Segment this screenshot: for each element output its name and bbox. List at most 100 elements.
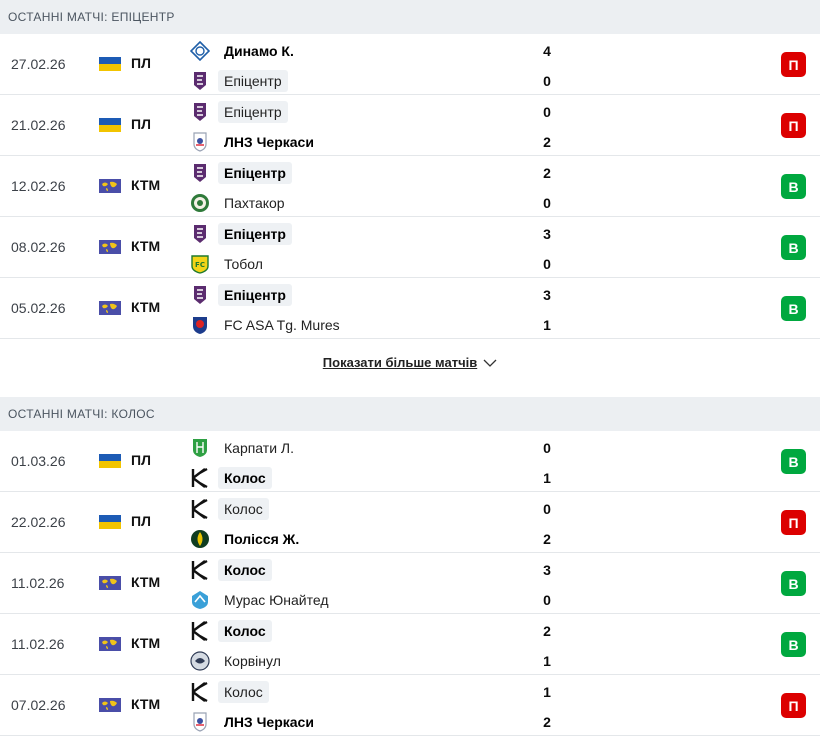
match-row[interactable]: 22.02.26 ПЛ Колос 0 Полісся Ж. 2 П <box>0 492 820 553</box>
pakhtakor-icon <box>188 192 212 214</box>
epicentr-icon <box>188 70 212 92</box>
tobol-icon: FC <box>188 253 212 275</box>
match-row[interactable]: 27.02.26 ПЛ Динамо К. 4 Епіцентр 0 П <box>0 34 820 95</box>
away-team[interactable]: Пахтакор <box>188 190 291 216</box>
home-score: 0 <box>543 104 551 120</box>
ukraine-flag-icon <box>99 454 121 468</box>
competition-label: КТМ <box>131 177 161 193</box>
away-team[interactable]: Полісся Ж. <box>188 526 305 552</box>
match-row[interactable]: 05.02.26 КТМ Епіцентр 3 FC ASA Tg. Mures 1 В <box>0 278 820 339</box>
win-badge: В <box>781 174 806 199</box>
competition-label: ПЛ <box>131 452 151 468</box>
corvinul-icon <box>188 650 212 672</box>
epicentr-icon <box>188 162 212 184</box>
section-spacer <box>0 386 820 397</box>
competition-label: ПЛ <box>131 513 151 529</box>
competition-label: КТМ <box>131 574 161 590</box>
away-team[interactable]: Епіцентр <box>188 68 288 94</box>
home-team[interactable]: Колос <box>188 557 272 583</box>
home-team[interactable]: Колос <box>188 679 269 705</box>
home-team[interactable]: Епіцентр <box>188 99 288 125</box>
home-team[interactable]: Динамо К. <box>188 38 300 64</box>
away-team[interactable]: Колос <box>188 465 272 491</box>
muras-icon <box>188 589 212 611</box>
match-row[interactable]: 07.02.26 КТМ Колос 1 ЛНЗ Черкаси 2 П <box>0 675 820 736</box>
win-badge: В <box>781 235 806 260</box>
lnz-icon <box>188 711 212 733</box>
match-date: 01.03.26 <box>11 453 66 469</box>
epicentr-icon <box>188 284 212 306</box>
match-row[interactable]: 11.02.26 КТМ Колос 2 Корвінул 1 В <box>0 614 820 675</box>
world-flag-icon <box>99 240 121 254</box>
team-name: Мурас Юнайтед <box>224 592 329 608</box>
match-row[interactable]: 11.02.26 КТМ Колос 3 Мурас Юнайтед 0 В <box>0 553 820 614</box>
away-team[interactable]: FC Тобол <box>188 251 269 277</box>
away-team[interactable]: ЛНЗ Черкаси <box>188 709 320 735</box>
world-flag-icon <box>99 698 121 712</box>
team-name: Епіцентр <box>218 70 288 92</box>
team-name: Корвінул <box>224 653 281 669</box>
epicentr-icon <box>188 223 212 245</box>
show-more-matches-link[interactable]: Показати більше матчів <box>0 339 820 386</box>
away-score: 1 <box>543 653 551 669</box>
win-badge: В <box>781 449 806 474</box>
away-score: 2 <box>543 134 551 150</box>
world-flag-icon <box>99 637 121 651</box>
team-name: Епіцентр <box>218 223 292 245</box>
win-badge: В <box>781 632 806 657</box>
section-header: ОСТАННІ МАТЧІ: КОЛОС <box>0 397 820 431</box>
kolos-icon <box>188 559 212 581</box>
home-score: 3 <box>543 226 551 242</box>
away-team[interactable]: Корвінул <box>188 648 287 674</box>
home-score: 0 <box>543 440 551 456</box>
away-score: 0 <box>543 592 551 608</box>
away-team[interactable]: ЛНЗ Черкаси <box>188 129 320 155</box>
away-score: 2 <box>543 714 551 730</box>
team-name: ЛНЗ Черкаси <box>224 134 314 150</box>
ukraine-flag-icon <box>99 118 121 132</box>
team-name: ЛНЗ Черкаси <box>224 714 314 730</box>
competition-label: КТМ <box>131 635 161 651</box>
team-name: Колос <box>218 681 269 703</box>
away-team[interactable]: Мурас Юнайтед <box>188 587 335 613</box>
match-row[interactable]: 12.02.26 КТМ Епіцентр 2 Пахтакор 0 В <box>0 156 820 217</box>
team-name: Полісся Ж. <box>224 531 300 547</box>
asa-icon <box>188 314 212 336</box>
world-flag-icon <box>99 576 121 590</box>
kolos-icon <box>188 681 212 703</box>
polissya-icon <box>188 528 212 550</box>
svg-text:FC: FC <box>195 261 205 269</box>
match-row[interactable]: 08.02.26 КТМ Епіцентр 3 FC Тобол 0 В <box>0 217 820 278</box>
home-score: 2 <box>543 623 551 639</box>
away-team[interactable]: FC ASA Tg. Mures <box>188 312 346 338</box>
team-name: Динамо К. <box>224 43 294 59</box>
team-name: Колос <box>218 498 269 520</box>
match-date: 11.02.26 <box>11 636 65 652</box>
match-row[interactable]: 21.02.26 ПЛ Епіцентр 0 ЛНЗ Черкаси 2 П <box>0 95 820 156</box>
match-row[interactable]: 01.03.26 ПЛ Карпати Л. 0 Колос 1 В <box>0 431 820 492</box>
win-badge: В <box>781 296 806 321</box>
away-score: 0 <box>543 195 551 211</box>
away-score: 1 <box>543 317 551 333</box>
home-team[interactable]: Колос <box>188 618 272 644</box>
home-score: 3 <box>543 562 551 578</box>
world-flag-icon <box>99 301 121 315</box>
competition-label: КТМ <box>131 696 161 712</box>
competition-label: ПЛ <box>131 55 151 71</box>
home-team[interactable]: Епіцентр <box>188 282 292 308</box>
competition-label: КТМ <box>131 238 161 254</box>
kolos-icon <box>188 467 212 489</box>
home-team[interactable]: Карпати Л. <box>188 435 300 461</box>
ukraine-flag-icon <box>99 57 121 71</box>
home-team[interactable]: Колос <box>188 496 269 522</box>
team-name: Тобол <box>224 256 263 272</box>
loss-badge: П <box>781 113 806 138</box>
away-score: 2 <box>543 531 551 547</box>
match-date: 08.02.26 <box>11 239 66 255</box>
kolos-icon <box>188 620 212 642</box>
away-score: 1 <box>543 470 551 486</box>
home-team[interactable]: Епіцентр <box>188 221 292 247</box>
home-score: 3 <box>543 287 551 303</box>
home-team[interactable]: Епіцентр <box>188 160 292 186</box>
